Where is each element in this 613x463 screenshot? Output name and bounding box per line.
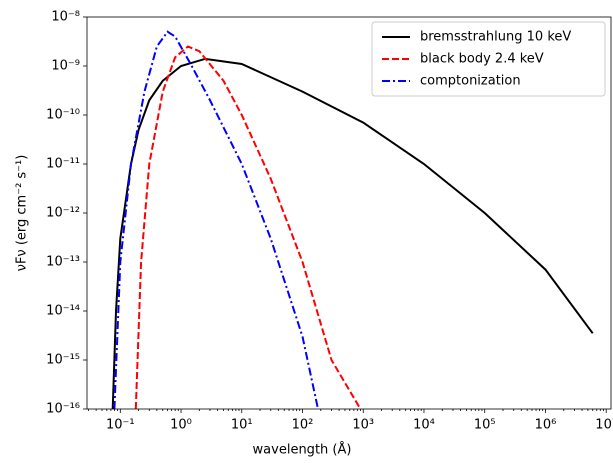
y-tick-label: 10⁻¹¹ bbox=[46, 157, 80, 172]
x-tick-label: 10⁵ bbox=[474, 418, 496, 433]
y-tick-label: 10⁻¹⁴ bbox=[46, 304, 80, 319]
legend-label: black body 2.4 keV bbox=[420, 52, 544, 67]
x-axis-label: wavelength (Å) bbox=[253, 442, 352, 458]
y-axis-label: νFν (erg cm⁻² s⁻¹) bbox=[15, 155, 30, 272]
series-line bbox=[113, 30, 319, 409]
series-line bbox=[134, 45, 362, 409]
x-tick-label: 10¹ bbox=[231, 418, 253, 433]
y-tick-label: 10⁻¹² bbox=[46, 206, 80, 221]
x-tick-label: 10⁶ bbox=[535, 418, 557, 433]
y-tick-label: 10⁻¹⁰ bbox=[46, 108, 80, 123]
series-line bbox=[111, 57, 594, 409]
y-tick-label: 10⁻¹⁶ bbox=[46, 402, 80, 417]
legend-label: comptonization bbox=[420, 74, 521, 89]
x-tick-label: 10⁴ bbox=[413, 418, 435, 433]
y-tick-label: 10⁻¹³ bbox=[46, 255, 80, 270]
x-tick-label: 10² bbox=[292, 418, 314, 433]
x-tick-label: 10⁰ bbox=[170, 418, 192, 433]
x-tick-label: 10⁷ bbox=[595, 418, 613, 433]
legend-label: bremsstrahlung 10 keV bbox=[420, 30, 571, 45]
x-tick-label: 10⁻¹ bbox=[106, 418, 135, 433]
y-tick-label: 10⁻¹⁵ bbox=[46, 353, 80, 368]
plot-frame bbox=[86, 16, 612, 410]
y-tick-label: 10⁻⁹ bbox=[51, 59, 80, 74]
x-tick-label: 10³ bbox=[352, 418, 374, 433]
plot-lines bbox=[111, 30, 594, 409]
legend-box bbox=[371, 21, 606, 97]
y-tick-label: 10⁻⁸ bbox=[51, 10, 80, 25]
